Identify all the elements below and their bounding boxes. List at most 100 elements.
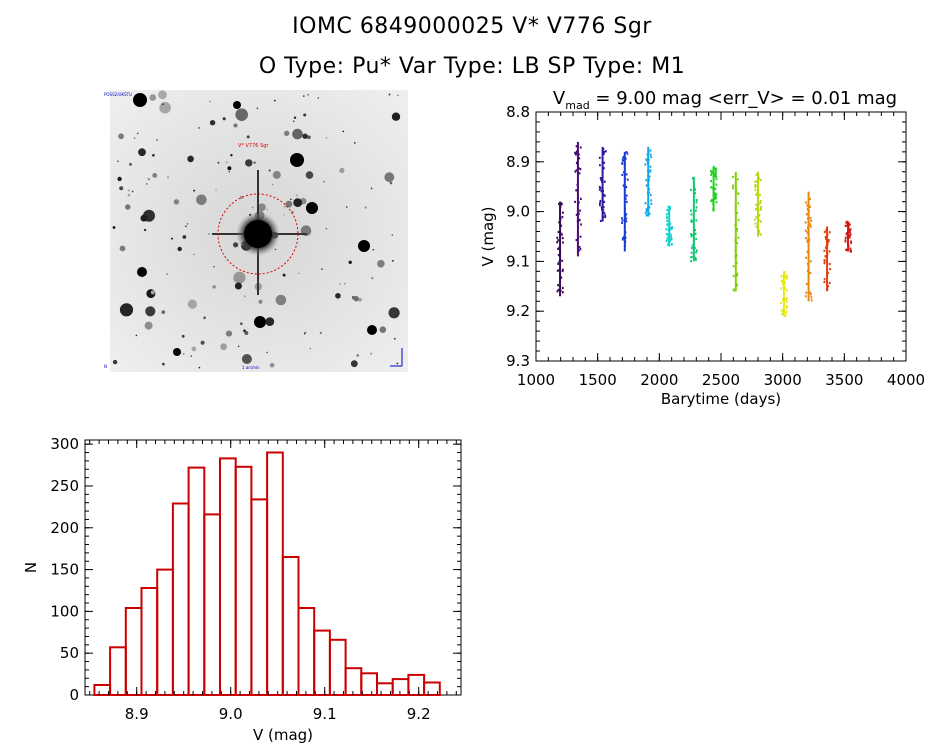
lc-point (695, 251, 697, 254)
hist-ytick-label: 250 (50, 477, 79, 495)
lc-xtick-label: 2000 (640, 371, 678, 389)
lc-point (806, 250, 809, 253)
field-star (234, 282, 242, 290)
lc-point (575, 169, 578, 172)
field-star (339, 283, 341, 285)
field-star (271, 183, 274, 186)
lc-point (562, 241, 564, 244)
hist-xtick-label: 8.9 (125, 705, 149, 723)
lc-point (806, 204, 809, 207)
sky-corner-label: POSS2/UKSTU (104, 92, 132, 97)
lc-point (691, 244, 694, 247)
hist-bar (203, 513, 222, 697)
lc-point (598, 156, 601, 159)
field-star (353, 296, 359, 302)
lc-point (845, 221, 848, 224)
field-star (187, 299, 197, 309)
lc-point (806, 240, 809, 243)
lc-point (671, 226, 673, 229)
field-star (191, 346, 197, 352)
field-star (149, 94, 157, 101)
field-star (256, 107, 259, 110)
lc-point (805, 229, 807, 232)
lc-point (575, 238, 578, 242)
lc-point (715, 169, 717, 172)
lc-point (715, 167, 717, 170)
lc-point (646, 159, 648, 162)
lc-point (665, 228, 668, 231)
lc-point (845, 232, 848, 235)
field-star (143, 228, 147, 232)
field-star (243, 329, 246, 332)
field-star (240, 322, 243, 325)
lc-point (695, 206, 698, 209)
lc-point (786, 297, 788, 300)
hist-bar (328, 638, 347, 696)
lc-point (810, 293, 812, 296)
lc-point (758, 214, 761, 217)
lc-point (649, 193, 652, 197)
lc-point (645, 208, 648, 211)
lc-point (599, 177, 602, 180)
lc-point (825, 255, 827, 258)
lc-point (758, 177, 761, 180)
field-star (302, 133, 308, 139)
field-star (321, 268, 323, 270)
sky-scale-label: 1 arcmin (242, 365, 260, 370)
lc-point (579, 235, 582, 238)
lc-point (560, 276, 563, 279)
lc-point (845, 248, 847, 251)
lc-point (736, 272, 739, 275)
field-star (135, 334, 138, 337)
lc-point (690, 213, 693, 216)
field-star (307, 135, 311, 140)
lc-point (695, 201, 698, 204)
lc-point (580, 223, 582, 226)
hist-ytick-label: 0 (69, 686, 79, 704)
field-star (233, 123, 238, 128)
field-star (371, 277, 374, 280)
lc-point (809, 217, 812, 220)
hist-ytick-label: 300 (50, 435, 79, 453)
field-star (213, 265, 215, 268)
field-star (198, 366, 201, 369)
hist-bar (391, 678, 410, 696)
lc-point (666, 219, 669, 223)
lc-point (562, 291, 564, 294)
bright-star (133, 93, 147, 107)
field-star (209, 100, 211, 103)
lc-ytick-label: 9.2 (506, 302, 530, 320)
lc-point (759, 208, 762, 211)
lc-xtick-label: 3000 (764, 371, 802, 389)
lc-point (557, 288, 560, 291)
lc-point (714, 171, 717, 174)
lc-point (710, 199, 713, 203)
lc-point (666, 223, 669, 226)
hist-bar (234, 465, 253, 696)
lc-point (805, 282, 808, 285)
lc-point (823, 280, 826, 284)
lc-point (780, 279, 783, 282)
lc-point (690, 256, 692, 259)
hist-xtick-label: 9.1 (313, 705, 337, 723)
lc-point (804, 295, 807, 298)
field-star (272, 170, 281, 179)
lc-point (732, 175, 734, 179)
field-star (222, 117, 226, 121)
lc-point (848, 234, 851, 237)
lc-point (694, 247, 696, 250)
hist-ytick-label: 150 (50, 561, 79, 579)
lc-point (556, 241, 559, 244)
field-star (217, 161, 220, 164)
lc-point (695, 198, 698, 202)
lc-point (562, 211, 564, 214)
lc-point (561, 216, 564, 219)
field-star (166, 273, 169, 276)
lc-point (736, 211, 739, 215)
lc-point (756, 180, 758, 183)
lc-point (690, 233, 692, 236)
lc-point (760, 205, 763, 209)
field-star (243, 295, 246, 298)
lc-point (710, 180, 712, 183)
field-star (379, 326, 387, 333)
